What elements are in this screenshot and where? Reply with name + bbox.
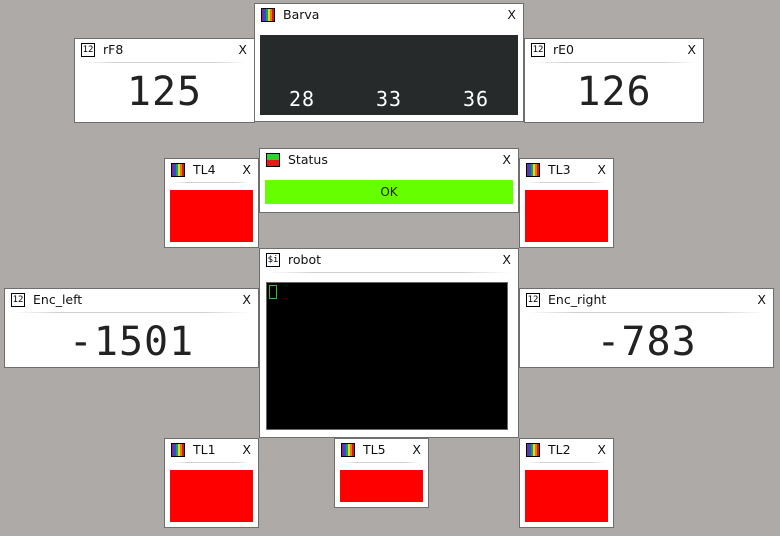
re0-value: 126 xyxy=(576,69,652,115)
rf8-window: 12 rF8 X 125 xyxy=(74,38,255,123)
robot-title: robot xyxy=(288,252,321,267)
numeric-icon: 12 xyxy=(526,293,540,307)
tl5-title: TL5 xyxy=(363,442,386,457)
close-button[interactable]: X xyxy=(502,252,511,267)
divider xyxy=(83,62,246,63)
close-button[interactable]: X xyxy=(412,442,421,457)
text-cursor xyxy=(269,285,277,299)
numeric-icon: 12 xyxy=(531,43,545,57)
divider xyxy=(13,312,250,313)
barva-window: Barva X 28 33 36 xyxy=(254,3,524,122)
robot-window: $i robot X xyxy=(259,248,519,438)
divider xyxy=(173,462,250,463)
color-bars-icon xyxy=(526,163,540,177)
re0-title: rE0 xyxy=(553,42,574,57)
tl3-window: TL3 X xyxy=(519,158,614,248)
tl4-window: TL4 X xyxy=(164,158,259,248)
divider xyxy=(528,462,605,463)
close-button[interactable]: X xyxy=(242,442,251,457)
color-bars-icon xyxy=(526,443,540,457)
barva-value-2: 33 xyxy=(375,87,403,111)
barva-titlebar[interactable]: Barva X xyxy=(255,4,523,26)
tl4-title: TL4 xyxy=(193,162,216,177)
numeric-icon: 12 xyxy=(11,293,25,307)
tl5-window: TL5 X xyxy=(334,438,429,508)
status-ok-bar: OK xyxy=(265,180,513,204)
tl5-titlebar[interactable]: TL5 X xyxy=(335,439,428,461)
enc-left-window: 12 Enc_left X -1501 xyxy=(4,288,259,368)
divider xyxy=(528,182,605,183)
status-icon xyxy=(266,153,280,167)
tl5-indicator xyxy=(340,470,423,502)
tl1-titlebar[interactable]: TL1 X xyxy=(165,439,258,461)
tl2-indicator xyxy=(525,470,608,522)
tl1-window: TL1 X xyxy=(164,438,259,528)
tl3-titlebar[interactable]: TL3 X xyxy=(520,159,613,181)
close-button[interactable]: X xyxy=(687,42,696,57)
robot-titlebar[interactable]: $i robot X xyxy=(260,249,518,271)
close-button[interactable]: X xyxy=(597,442,606,457)
close-button[interactable]: X xyxy=(242,292,251,307)
re0-titlebar[interactable]: 12 rE0 X xyxy=(525,39,703,61)
divider xyxy=(528,312,765,313)
close-button[interactable]: X xyxy=(757,292,766,307)
tl4-titlebar[interactable]: TL4 X xyxy=(165,159,258,181)
color-bars-icon xyxy=(171,443,185,457)
status-title: Status xyxy=(288,152,328,167)
terminal-output[interactable] xyxy=(266,282,508,430)
barva-display: 28 33 36 xyxy=(260,35,518,115)
color-bars-icon xyxy=(341,443,355,457)
color-bars-icon xyxy=(171,163,185,177)
rf8-value: 125 xyxy=(126,69,203,115)
enc-right-titlebar[interactable]: 12 Enc_right X xyxy=(520,289,773,311)
tl2-titlebar[interactable]: TL2 X xyxy=(520,439,613,461)
barva-value-3: 36 xyxy=(462,87,490,111)
divider xyxy=(268,272,510,273)
close-button[interactable]: X xyxy=(242,162,251,177)
enc-right-value: -783 xyxy=(596,319,697,365)
close-button[interactable]: X xyxy=(597,162,606,177)
terminal-icon: $i xyxy=(266,253,280,267)
tl3-title: TL3 xyxy=(548,162,571,177)
rf8-titlebar[interactable]: 12 rF8 X xyxy=(75,39,254,61)
enc-right-window: 12 Enc_right X -783 xyxy=(519,288,774,368)
rf8-title: rF8 xyxy=(103,42,124,57)
enc-left-title: Enc_left xyxy=(33,292,83,307)
divider xyxy=(173,182,250,183)
tl2-window: TL2 X xyxy=(519,438,614,528)
tl2-title: TL2 xyxy=(548,442,571,457)
barva-value-1: 28 xyxy=(288,87,316,111)
enc-left-titlebar[interactable]: 12 Enc_left X xyxy=(5,289,258,311)
numeric-icon: 12 xyxy=(81,43,95,57)
status-window: Status X OK xyxy=(259,148,519,213)
enc-right-title: Enc_right xyxy=(548,292,607,307)
close-button[interactable]: X xyxy=(507,7,516,22)
tl1-indicator xyxy=(170,470,253,522)
tl3-indicator xyxy=(525,190,608,242)
color-bars-icon xyxy=(261,8,275,22)
re0-window: 12 rE0 X 126 xyxy=(524,38,704,123)
enc-left-value: -1501 xyxy=(68,319,195,365)
close-button[interactable]: X xyxy=(238,42,247,57)
barva-title: Barva xyxy=(283,7,320,22)
tl1-title: TL1 xyxy=(193,442,216,457)
close-button[interactable]: X xyxy=(502,152,511,167)
status-titlebar[interactable]: Status X xyxy=(260,149,518,171)
divider xyxy=(343,462,420,463)
divider xyxy=(533,62,695,63)
tl4-indicator xyxy=(170,190,253,242)
